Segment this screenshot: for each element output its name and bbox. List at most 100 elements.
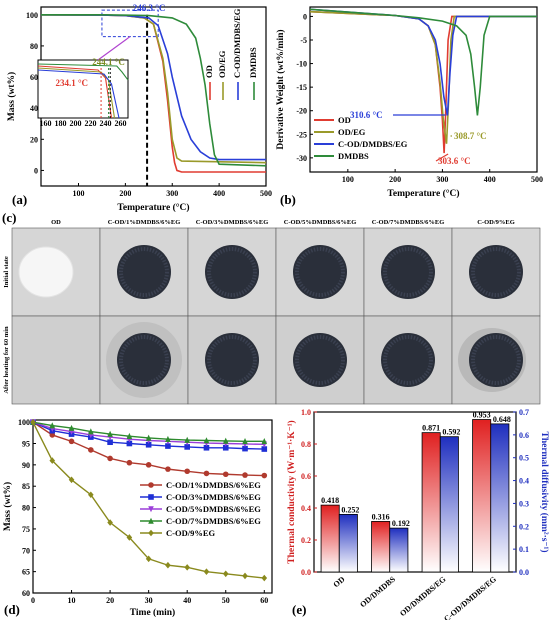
panel-label-d: (d)	[4, 602, 20, 617]
legend-label-2: C-OD/DMDBS/EG	[338, 139, 408, 149]
x-tick-label: 60	[260, 596, 268, 605]
sample-disc-texture	[119, 335, 169, 385]
photo-column-label: C-OD/3%DMDBS/6%EG	[196, 219, 269, 226]
sample-disc-texture	[119, 247, 169, 297]
legend-label-0: C-OD/1%DMDBS/6%EG	[166, 480, 261, 490]
y-tick-label: -25	[296, 130, 307, 139]
sample-disc	[117, 333, 171, 387]
annotation-peak-310: 310.6 °C	[350, 110, 383, 120]
photo-cell	[11, 315, 101, 405]
legend-label-3: DMDBS	[248, 47, 258, 78]
photo-row-label: After heating for 60 min	[3, 326, 10, 394]
y-tick-label: 75	[22, 525, 30, 534]
bar-diffusivity	[389, 527, 409, 573]
y-tick-label: 100	[26, 11, 38, 20]
legend-marker-1	[148, 494, 154, 500]
y-tick-label: 95	[22, 439, 30, 448]
x-tick-label: 100	[73, 189, 85, 198]
series-line-3	[41, 13, 267, 167]
y-tick-label: 40	[30, 104, 38, 113]
annotation-inset-244: 244.1 °C	[92, 57, 125, 67]
x-tick-label: 40	[183, 596, 191, 605]
data-point-0	[203, 470, 210, 477]
y-tick-label: 100	[18, 418, 30, 427]
inset-x-tick-label: 260	[115, 119, 127, 128]
sample-disc	[381, 333, 435, 387]
panel-e: 0.0 0.2 0.4 0.6 0.8 1.0 0.0 0.1 0.2 0.3 0.4 0.5 0.6 0…	[286, 408, 550, 620]
y-tick-label: 20	[30, 135, 38, 144]
y-left-axis-label: Thermal conductivity (W·m⁻¹·K⁻¹)	[286, 420, 297, 563]
data-point-4	[203, 568, 210, 575]
y-axis-label: Mass (wt%)	[2, 482, 13, 531]
y-right-tick-label: 0.0	[519, 568, 529, 577]
y-right-tick-label: 0.7	[519, 408, 529, 417]
data-point-3	[165, 435, 171, 443]
data-point-0	[145, 462, 152, 468]
data-point-4	[107, 519, 113, 526]
sample-disc	[381, 245, 435, 299]
data-point-0	[88, 447, 94, 453]
y-axis-label: Mass (wt%)	[6, 72, 17, 121]
category-label: OD	[332, 574, 347, 589]
photo-column-label: C-OD/7%DMDBS/6%EG	[372, 219, 445, 226]
y-tick-label: -5	[300, 36, 307, 45]
y-right-tick-label: 0.3	[519, 499, 529, 508]
photo-column-label: C-OD/5%DMDBS/6%EG	[284, 219, 357, 226]
y-left-tick-label: 0.6	[301, 472, 311, 481]
sample-disc-texture	[295, 335, 345, 385]
data-point-3	[222, 437, 229, 444]
x-tick-label: 0	[31, 596, 35, 605]
panel-label-e: (e)	[292, 602, 306, 617]
x-tick-label: 200	[389, 175, 401, 184]
data-point-3	[68, 424, 75, 431]
data-point-4	[88, 491, 94, 499]
bar-value-label: 0.953	[473, 411, 491, 420]
x-tick-label: 200	[119, 189, 131, 198]
photo-column-label: C-OD/9%EG	[477, 219, 515, 226]
data-point-0	[242, 472, 248, 478]
y-left-tick-label: 1.0	[301, 408, 311, 417]
legend-label-3: C-OD/7%DMDBS/6%EG	[166, 516, 261, 526]
plot-frame	[313, 411, 517, 573]
legend-label-2: C-OD/5%DMDBS/6%EG	[166, 504, 261, 514]
legend-label-0: OD	[338, 115, 351, 125]
sample-disc	[469, 333, 523, 387]
data-point-0	[222, 471, 229, 478]
y-tick-label: 80	[30, 42, 38, 51]
y-left-tick-label: 0.2	[301, 536, 311, 545]
legend-label-4: C-OD/9%EG	[166, 528, 216, 538]
legend-marker-3	[148, 517, 154, 524]
legend-label-0: OD	[204, 65, 214, 78]
y-left-tick-label: 0.0	[301, 568, 311, 577]
annotation-onset: 246.3 °C	[133, 3, 166, 13]
sample-disc-texture	[295, 247, 345, 297]
data-point-3	[242, 438, 248, 445]
y-tick-label: 60	[30, 73, 38, 82]
y-left-tick-label: 0.4	[301, 504, 311, 513]
bar-value-label: 0.418	[321, 496, 339, 505]
data-point-0	[107, 455, 113, 462]
bar-conductivity	[421, 432, 441, 573]
data-point-4	[68, 476, 75, 484]
panel-c: (c) OD C-OD/1%DMDBS/6%EG C-OD/3%DMDBS/6%EG C…	[2, 210, 541, 405]
y-right-tick-label: 0.5	[519, 454, 529, 463]
inset-x-tick-label: 240	[100, 119, 112, 128]
data-point-3	[49, 422, 56, 429]
y-tick-label: 70	[22, 546, 30, 555]
inset-x-tick-label: 200	[70, 119, 82, 128]
sample-disc	[205, 333, 259, 387]
data-point-3	[203, 437, 210, 444]
bar-value-label: 0.192	[392, 519, 410, 528]
bar-value-label: 0.252	[341, 505, 359, 514]
x-tick-label: 50	[222, 596, 230, 605]
legend-marker-2	[148, 506, 154, 513]
bar-conductivity	[320, 504, 340, 573]
x-axis-label: Temperature (°C)	[387, 188, 459, 199]
data-point-3	[88, 428, 94, 435]
panel-a: 100 200 300 400 500 0 20 40 60 80 100 Temperature (…	[6, 3, 272, 213]
data-point-1	[126, 440, 133, 447]
sample-disc-texture	[207, 335, 257, 385]
y-tick-label: 65	[22, 568, 30, 577]
data-point-1	[107, 439, 113, 446]
panel-label-a: (a)	[12, 192, 27, 207]
